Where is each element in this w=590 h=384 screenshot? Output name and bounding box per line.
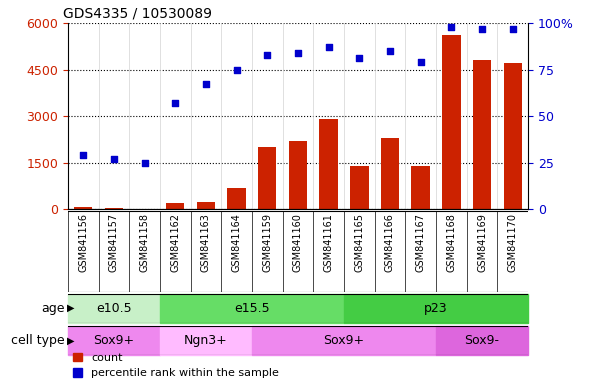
Bar <box>381 138 399 209</box>
Text: GSM841160: GSM841160 <box>293 213 303 272</box>
Point <box>293 50 303 56</box>
Bar <box>252 326 436 355</box>
Bar <box>503 63 522 209</box>
Bar <box>227 187 246 209</box>
Text: GSM841159: GSM841159 <box>263 213 272 272</box>
Text: GSM841162: GSM841162 <box>171 213 180 272</box>
Text: GSM841168: GSM841168 <box>447 213 456 272</box>
Point <box>416 59 425 65</box>
Bar <box>68 294 160 323</box>
Point <box>385 48 395 54</box>
Bar <box>350 166 369 209</box>
Text: GSM841163: GSM841163 <box>201 213 211 272</box>
Text: GSM841158: GSM841158 <box>140 213 149 272</box>
Text: GSM841156: GSM841156 <box>78 213 88 272</box>
Text: GSM841165: GSM841165 <box>355 213 364 272</box>
Bar <box>289 141 307 209</box>
Text: GSM841161: GSM841161 <box>324 213 333 272</box>
Text: cell type: cell type <box>11 334 65 347</box>
Point <box>140 160 149 166</box>
Legend: count, percentile rank within the sample: count, percentile rank within the sample <box>73 353 279 379</box>
Text: e10.5: e10.5 <box>96 302 132 314</box>
Bar <box>436 326 528 355</box>
Text: GSM841157: GSM841157 <box>109 213 119 272</box>
Point <box>447 24 456 30</box>
Point <box>109 156 119 162</box>
Bar <box>196 202 215 209</box>
Bar <box>411 166 430 209</box>
Bar <box>442 35 461 209</box>
Text: ▶: ▶ <box>67 336 75 346</box>
Text: GSM841169: GSM841169 <box>477 213 487 272</box>
Bar <box>258 147 277 209</box>
Text: Sox9+: Sox9+ <box>93 334 135 347</box>
Text: ▶: ▶ <box>67 303 75 313</box>
Point <box>171 100 180 106</box>
Text: Sox9-: Sox9- <box>464 334 500 347</box>
Bar <box>160 326 252 355</box>
Point <box>477 26 487 32</box>
Text: e15.5: e15.5 <box>234 302 270 314</box>
Text: Ngn3+: Ngn3+ <box>184 334 228 347</box>
Text: GSM841166: GSM841166 <box>385 213 395 272</box>
Text: GSM841170: GSM841170 <box>508 213 517 272</box>
Text: GSM841167: GSM841167 <box>416 213 425 272</box>
Point <box>263 51 272 58</box>
Bar <box>160 294 344 323</box>
Point <box>508 26 517 32</box>
Point <box>324 44 333 50</box>
Bar <box>74 207 93 209</box>
Text: GSM841164: GSM841164 <box>232 213 241 272</box>
Text: Sox9+: Sox9+ <box>323 334 365 347</box>
Bar <box>166 203 185 209</box>
Point <box>201 81 211 88</box>
Point <box>355 55 364 61</box>
Bar <box>473 60 491 209</box>
Bar <box>68 326 160 355</box>
Text: GDS4335 / 10530089: GDS4335 / 10530089 <box>63 7 212 20</box>
Point <box>232 66 241 73</box>
Text: age: age <box>41 302 65 314</box>
Bar <box>319 119 338 209</box>
Text: p23: p23 <box>424 302 448 314</box>
Bar <box>344 294 528 323</box>
Point <box>78 152 88 158</box>
